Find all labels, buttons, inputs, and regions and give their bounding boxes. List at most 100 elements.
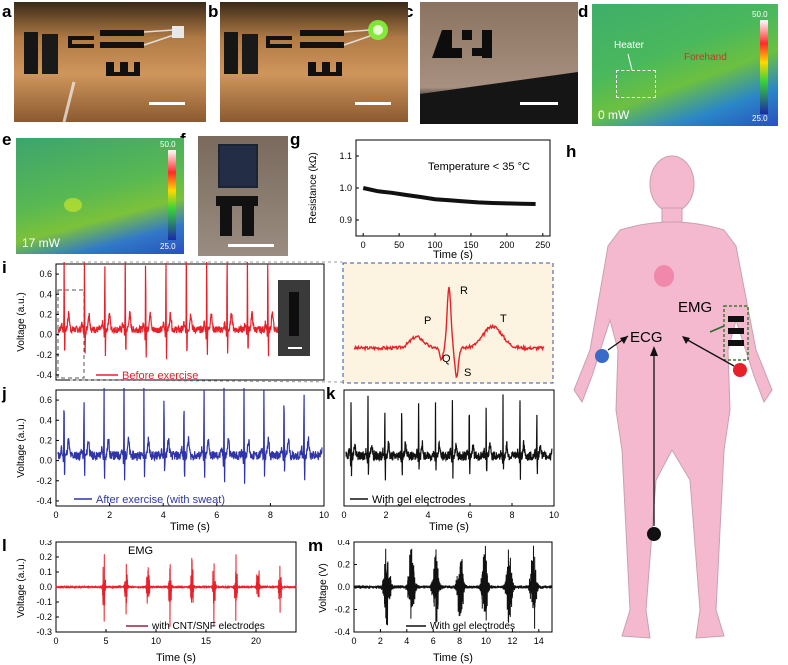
x-tick-label: 50 <box>394 240 404 250</box>
y-tick-label: 1.1 <box>339 151 352 161</box>
x-tick-label: 200 <box>499 240 514 250</box>
x-tick-label: 15 <box>201 636 211 646</box>
photo-b <box>220 2 408 122</box>
y-tick-label: 0.9 <box>339 215 352 225</box>
photo-a-art <box>24 26 184 122</box>
y-axis-label: Voltage (a.u.) <box>16 418 27 477</box>
y-tick-label: 0.2 <box>39 435 52 445</box>
legend-label: Before exercise <box>122 370 198 382</box>
power-readout: 0 mW <box>598 108 630 122</box>
x-tick-label: 6 <box>214 510 219 520</box>
x-tick-label: 8 <box>268 510 273 520</box>
x-tick-label: 0 <box>53 510 58 520</box>
emg-gel-trace <box>353 545 553 629</box>
y-tick-label: 0.0 <box>39 330 52 340</box>
x-tick-label: 4 <box>425 510 430 520</box>
panel-label-m: m <box>308 536 324 555</box>
emg-electrode-box <box>723 305 749 361</box>
y-tick-label: -0.3 <box>36 627 52 637</box>
emg-label: EMG <box>678 299 712 316</box>
x-axis-label: Time (s) <box>170 521 210 533</box>
forehand-label: Forehand <box>684 52 727 63</box>
scale-bar <box>149 102 185 105</box>
x-tick-label: 250 <box>535 240 550 250</box>
ecg-gel-trace <box>345 394 553 481</box>
photo-c-art <box>420 30 578 124</box>
panel-label-k: k <box>326 384 336 403</box>
x-tick-label: 4 <box>404 636 409 646</box>
y-tick-label: 0.0 <box>337 582 350 592</box>
emg-trace <box>55 554 297 627</box>
heater-hotspot <box>64 198 82 212</box>
photo-c <box>420 2 578 124</box>
x-tick-label: 20 <box>251 636 261 646</box>
x-tick-label: 8 <box>509 510 514 520</box>
x-axis-label: Time (s) <box>156 652 196 664</box>
x-tick-label: 150 <box>463 240 478 250</box>
x-axis-label: Time (s) <box>433 652 473 664</box>
x-tick-label: 8 <box>457 636 462 646</box>
x-tick-label: 100 <box>428 240 443 250</box>
x-tick-label: 6 <box>431 636 436 646</box>
inset-electrode <box>289 292 299 336</box>
plot-frame <box>55 389 325 507</box>
scale-min: 25.0 <box>160 242 176 251</box>
x-tick-label: 4 <box>161 510 166 520</box>
electrode-right-arm-dot <box>595 349 609 363</box>
y-tick-label: 0.0 <box>39 456 52 466</box>
y-tick-label: -0.2 <box>36 476 52 486</box>
emg-arrow <box>709 325 725 333</box>
power-readout: 17 mW <box>22 236 61 250</box>
y-axis-label: Voltage (V) <box>318 563 329 612</box>
y-tick-label: 0.4 <box>337 540 350 547</box>
y-tick-label: 0.1 <box>39 567 52 577</box>
plot-frame <box>355 139 551 237</box>
panel-label-l: l <box>2 536 7 555</box>
y-tick-label: 0.6 <box>39 269 52 279</box>
scale-bar <box>355 102 391 105</box>
panel-label-b: b <box>208 2 219 21</box>
x-tick-label: 6 <box>467 510 472 520</box>
thermal-image-e: 17 mW 50.0 25.0 <box>16 138 184 254</box>
legend-label: With gel electrodes <box>372 494 466 506</box>
panel-label-d: d <box>578 2 589 21</box>
x-tick-label: 10 <box>319 510 329 520</box>
y-tick-label: 0.2 <box>39 309 52 319</box>
scale-bar <box>228 244 274 247</box>
panel-label-c: c <box>404 2 414 21</box>
heater-region <box>616 70 656 98</box>
scale-min: 25.0 <box>752 114 768 123</box>
scale-bar <box>520 102 558 105</box>
y-axis-label: Voltage (a.u.) <box>16 292 27 351</box>
y-tick-label: 0.2 <box>337 560 350 570</box>
legend-label: After exercise (with sweat) <box>96 494 225 506</box>
chart-title: EMG <box>128 545 153 557</box>
wave-label-t: T <box>500 313 507 325</box>
plot-frame <box>343 389 555 507</box>
resistance-series <box>362 186 536 206</box>
thermal-image-d: Heater Forehand 0 mW 50.0 25.0 <box>592 4 778 126</box>
y-tick-label: 0.6 <box>39 395 52 405</box>
electrode-leg-dot <box>647 527 661 541</box>
y-tick-label: -0.4 <box>36 370 52 380</box>
body-diagram: ECG EMG <box>573 155 773 639</box>
scale-max: 50.0 <box>752 10 768 19</box>
panel-label-j: j <box>2 384 7 403</box>
ecg-before-trace <box>57 262 279 360</box>
heater-label: Heater <box>614 40 645 51</box>
wave-label-p: P <box>424 315 431 327</box>
x-tick-label: 0 <box>351 636 356 646</box>
y-tick-label: -0.4 <box>334 627 350 637</box>
y-tick-label: -0.1 <box>36 597 52 607</box>
chart-m: Voltage (V) Time (s) 0.4 0.2 0.0 -0.2 -0.40 2… <box>318 540 553 664</box>
zoom-connectors <box>70 261 343 383</box>
x-axis-label: Time (s) <box>433 249 473 260</box>
y-tick-label: 0.0 <box>39 582 52 592</box>
ecg-after-trace <box>57 388 323 484</box>
x-tick-label: 5 <box>103 636 108 646</box>
chart-l: EMG Voltage (a.u.) Time (s) 0.3 0.2 0.1 0.0… <box>16 540 297 664</box>
y-tick-label: 0.4 <box>39 289 52 299</box>
panel-label-a: a <box>2 2 12 21</box>
x-tick-label: 10 <box>151 636 161 646</box>
annotation: Temperature < 35 °C <box>428 161 530 173</box>
